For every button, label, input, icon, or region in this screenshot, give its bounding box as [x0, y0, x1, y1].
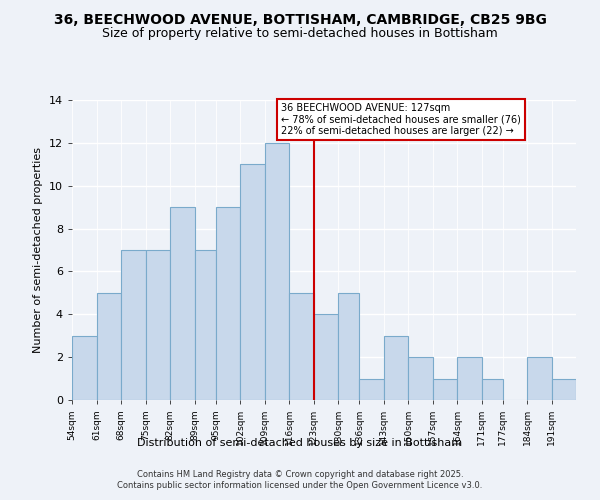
- Bar: [314, 314, 338, 400]
- Bar: [289, 293, 314, 400]
- Bar: [240, 164, 265, 400]
- Bar: [433, 378, 457, 400]
- Bar: [170, 207, 194, 400]
- Text: Distribution of semi-detached houses by size in Bottisham: Distribution of semi-detached houses by …: [137, 438, 463, 448]
- Bar: [383, 336, 408, 400]
- Bar: [215, 207, 240, 400]
- Text: Contains HM Land Registry data © Crown copyright and database right 2025.
Contai: Contains HM Land Registry data © Crown c…: [118, 470, 482, 490]
- Bar: [146, 250, 170, 400]
- Bar: [265, 143, 289, 400]
- Bar: [551, 378, 576, 400]
- Y-axis label: Number of semi-detached properties: Number of semi-detached properties: [33, 147, 43, 353]
- Text: 36, BEECHWOOD AVENUE, BOTTISHAM, CAMBRIDGE, CB25 9BG: 36, BEECHWOOD AVENUE, BOTTISHAM, CAMBRID…: [53, 12, 547, 26]
- Bar: [359, 378, 383, 400]
- Bar: [482, 378, 503, 400]
- Bar: [121, 250, 146, 400]
- Bar: [457, 357, 482, 400]
- Bar: [527, 357, 551, 400]
- Bar: [97, 293, 121, 400]
- Bar: [408, 357, 433, 400]
- Text: 36 BEECHWOOD AVENUE: 127sqm
← 78% of semi-detached houses are smaller (76)
22% o: 36 BEECHWOOD AVENUE: 127sqm ← 78% of sem…: [281, 103, 521, 136]
- Bar: [194, 250, 215, 400]
- Bar: [72, 336, 97, 400]
- Bar: [338, 293, 359, 400]
- Text: Size of property relative to semi-detached houses in Bottisham: Size of property relative to semi-detach…: [102, 28, 498, 40]
